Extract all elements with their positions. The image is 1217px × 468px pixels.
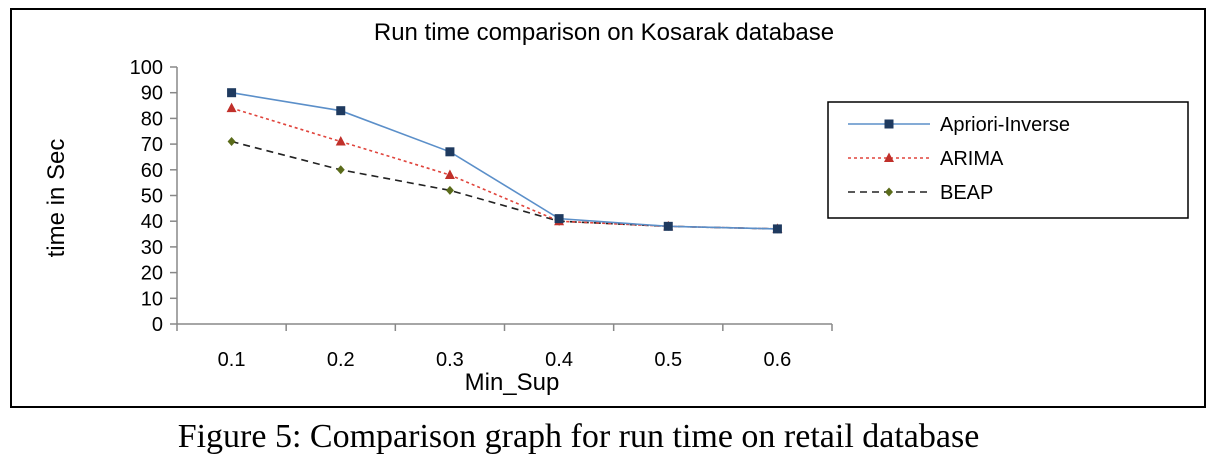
data-point-apriori-inverse [663, 221, 673, 231]
legend-item-arima: ARIMA [848, 148, 1004, 170]
legend: Apriori-Inverse ARIMA BEAP [827, 101, 1189, 219]
legend-swatch-marker [885, 187, 893, 197]
x-tick-label: 0.6 [764, 349, 792, 371]
x-axis-label: Min_Sup [465, 369, 560, 396]
series-line-apriori-inverse [231, 91, 778, 230]
y-tick-label: 60 [141, 160, 163, 182]
legend-label: BEAP [940, 182, 993, 204]
data-point-apriori-inverse [336, 106, 346, 116]
axes: 0 10 20 30 40 50 60 70 80 90 100 0.1 0.2 0.3 0.4 0.5 0.6 [130, 57, 833, 371]
legend-swatch-marker [884, 119, 894, 129]
legend-label: Apriori-Inverse [940, 114, 1070, 136]
y-tick-label: 0 [152, 314, 163, 336]
series-line-beap [231, 140, 778, 230]
y-tick-label: 70 [141, 134, 163, 156]
x-tick-label: 0.3 [436, 349, 464, 371]
legend-label: ARIMA [940, 148, 1004, 170]
x-tick-label: 0.1 [218, 349, 246, 371]
y-tick-label: 20 [141, 263, 163, 285]
y-tick-label: 50 [141, 186, 163, 208]
data-point-arima [444, 169, 455, 179]
figure-caption: Figure 5: Comparison graph for run time … [0, 418, 1217, 456]
y-tick-label: 30 [141, 237, 163, 259]
series-layer [226, 88, 783, 234]
x-tick-label: 0.2 [327, 349, 355, 371]
data-point-arima [335, 136, 346, 146]
data-point-beap [336, 165, 345, 175]
series-arima [226, 102, 783, 233]
data-point-arima [226, 102, 237, 113]
chart-title: Run time comparison on Kosarak database [374, 19, 834, 46]
y-axis-label: time in Sec [43, 139, 70, 258]
data-point-beap [227, 137, 236, 147]
legend-item-beap: BEAP [848, 182, 993, 204]
y-tick-label: 10 [141, 288, 163, 310]
chart-frame: Run time comparison on Kosarak database … [10, 8, 1206, 408]
series-apriori-inverse [227, 88, 782, 234]
x-tick-label: 0.5 [654, 349, 682, 371]
y-tick-label: 80 [141, 108, 163, 130]
data-point-beap [445, 185, 454, 195]
y-tick-label: 40 [141, 211, 163, 233]
y-tick-label: 90 [141, 83, 163, 105]
x-tick-label: 0.4 [545, 349, 573, 371]
y-tick-label: 100 [130, 57, 163, 79]
data-point-apriori-inverse [445, 147, 455, 157]
legend-item-apriori-inverse: Apriori-Inverse [848, 114, 1070, 136]
data-point-apriori-inverse [554, 214, 564, 224]
data-point-apriori-inverse [772, 224, 782, 234]
series-line-arima [231, 107, 778, 230]
figure-caption-text: Figure 5: Comparison graph for run time … [177, 418, 980, 455]
legend-swatch-marker [884, 152, 894, 162]
line-chart: Run time comparison on Kosarak database … [43, 19, 1189, 396]
data-point-apriori-inverse [227, 88, 237, 98]
